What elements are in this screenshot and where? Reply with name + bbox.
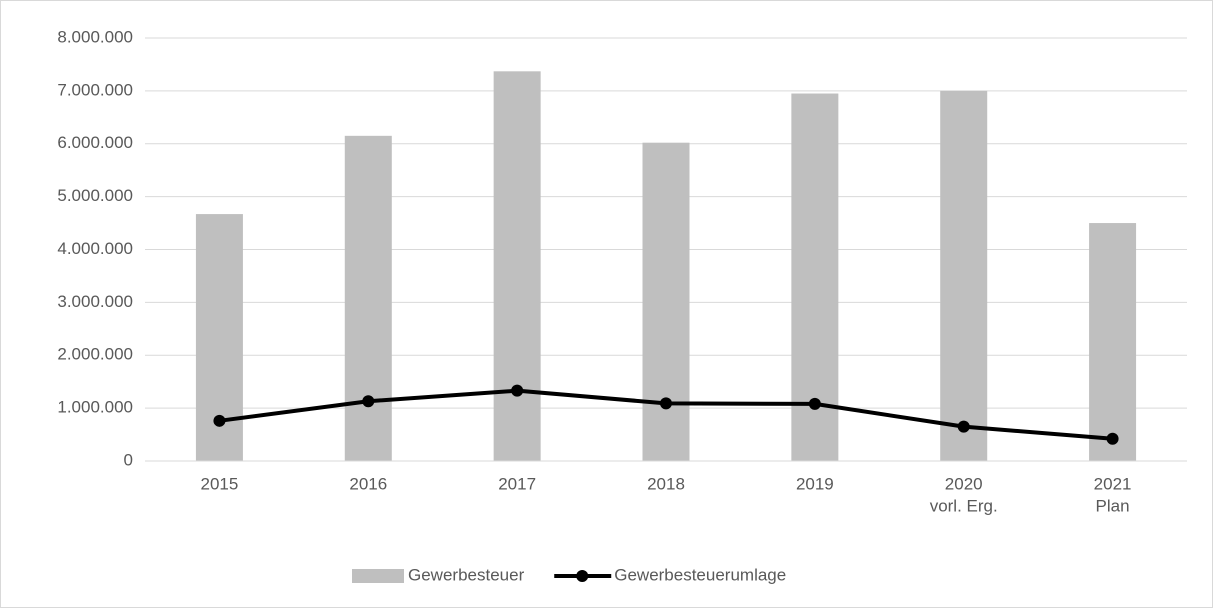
x-tick-label: vorl. Erg.: [930, 496, 998, 515]
x-tick-label: 2020: [945, 474, 983, 493]
y-tick-label: 4.000.000: [57, 239, 133, 258]
bar: [344, 135, 392, 461]
bar: [493, 71, 541, 461]
marker: [957, 420, 970, 433]
legend-marker: [576, 570, 589, 582]
marker: [213, 414, 226, 427]
y-tick-label: 6.000.000: [57, 133, 133, 152]
y-tick-label: 2.000.000: [57, 345, 133, 364]
y-tick-label: 1.000.000: [57, 398, 133, 417]
x-tick-label: 2019: [796, 474, 834, 493]
x-tick-label: 2017: [498, 474, 536, 493]
legend-label: Gewerbesteuer: [408, 565, 525, 584]
bar: [1089, 223, 1137, 461]
x-tick-label: 2016: [349, 474, 387, 493]
x-tick-label: Plan: [1096, 496, 1130, 515]
legend-swatch: [352, 569, 404, 583]
marker: [362, 395, 375, 408]
marker: [511, 384, 524, 397]
marker: [1106, 432, 1119, 445]
x-tick-label: 2021: [1094, 474, 1132, 493]
marker: [808, 397, 821, 410]
y-tick-label: 0: [124, 450, 133, 469]
y-tick-label: 8.000.000: [57, 27, 133, 46]
x-tick-label: 2015: [201, 474, 239, 493]
bar: [642, 142, 690, 461]
y-tick-label: 7.000.000: [57, 80, 133, 99]
y-tick-label: 3.000.000: [57, 292, 133, 311]
y-tick-label: 5.000.000: [57, 186, 133, 205]
x-tick-label: 2018: [647, 474, 685, 493]
marker: [660, 397, 672, 410]
bar: [940, 90, 988, 461]
legend-label: Gewerbesteuerumlage: [614, 565, 786, 584]
